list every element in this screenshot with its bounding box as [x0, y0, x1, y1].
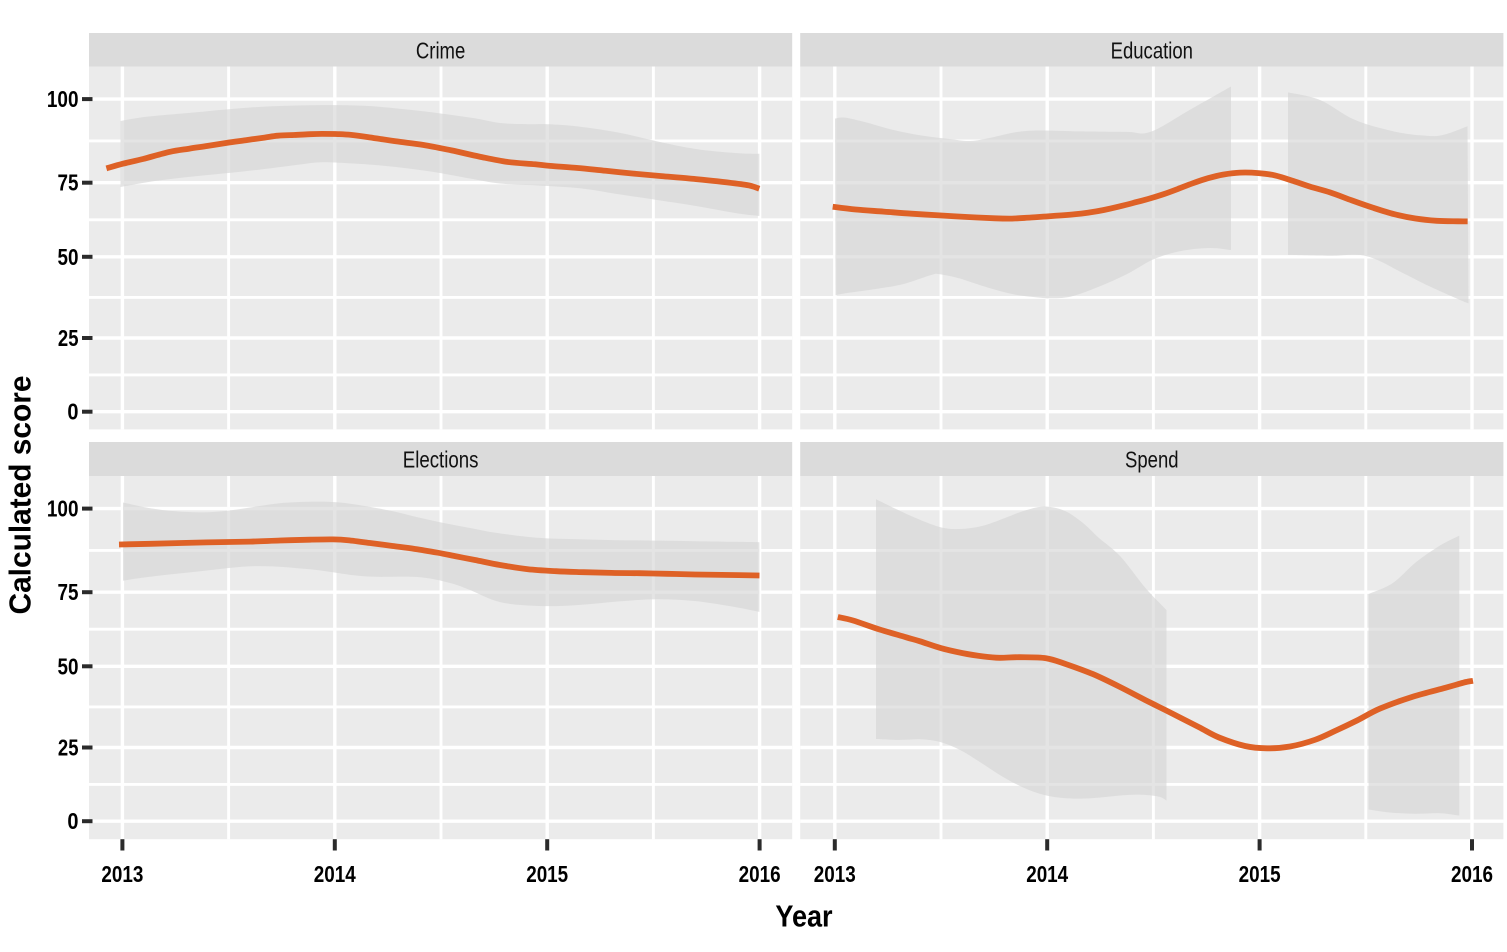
svg-text:100: 100 — [47, 86, 79, 112]
svg-text:25: 25 — [58, 325, 79, 351]
svg-text:Year: Year — [775, 899, 832, 934]
svg-text:0: 0 — [67, 399, 78, 425]
svg-text:2015: 2015 — [526, 861, 568, 887]
svg-text:50: 50 — [58, 244, 79, 270]
svg-text:75: 75 — [58, 579, 79, 605]
svg-text:2013: 2013 — [814, 861, 856, 887]
svg-text:Elections: Elections — [403, 446, 479, 472]
svg-text:Spend: Spend — [1125, 446, 1179, 472]
svg-text:2015: 2015 — [1239, 861, 1281, 887]
svg-text:50: 50 — [58, 653, 79, 679]
svg-text:2014: 2014 — [1026, 861, 1068, 887]
svg-text:2014: 2014 — [314, 861, 356, 887]
svg-text:100: 100 — [47, 496, 79, 522]
svg-text:25: 25 — [58, 735, 79, 761]
svg-text:Calculated score: Calculated score — [3, 376, 38, 615]
svg-text:0: 0 — [67, 808, 78, 834]
svg-text:75: 75 — [58, 170, 79, 196]
svg-text:Crime: Crime — [416, 38, 465, 64]
svg-text:2016: 2016 — [739, 861, 781, 887]
svg-text:2016: 2016 — [1451, 861, 1493, 887]
svg-text:Education: Education — [1111, 38, 1193, 64]
svg-text:2013: 2013 — [101, 861, 143, 887]
